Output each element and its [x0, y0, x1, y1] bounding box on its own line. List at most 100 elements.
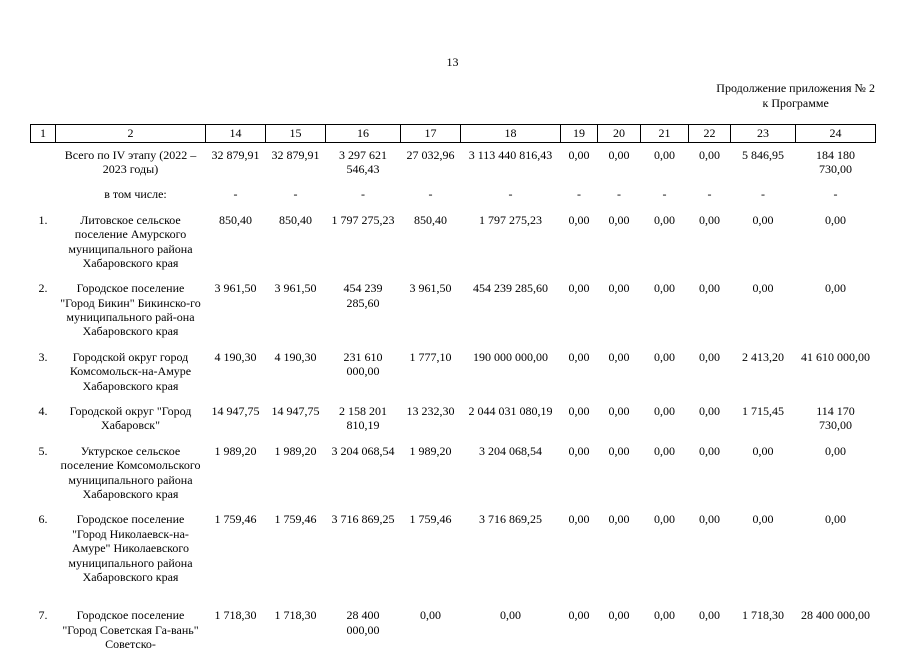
value-cell: 0,00: [568, 608, 590, 623]
value-cell: 0,00: [699, 147, 720, 162]
value-cell: 0,00: [752, 443, 774, 458]
value-cell: -: [761, 187, 765, 202]
value-cell: 1 718,30: [742, 608, 784, 623]
value-cell: 2 413,20: [742, 349, 784, 364]
row-number-cell: 7.: [38, 608, 48, 623]
value-cell: 0,00: [752, 281, 774, 296]
value-cell: 28 400 000,00: [346, 608, 380, 637]
table-row: Всего по IV этапу (2022 – 2023 годы) 32 8…: [31, 142, 876, 182]
value-cell: 0,00: [608, 147, 630, 162]
value-cell: 3 113 440 816,43: [468, 147, 553, 162]
municipality-name-cell: Городское поселение "Город Советская Га-…: [62, 608, 199, 652]
value-cell: 14 947,75: [271, 404, 320, 419]
value-cell: 3 961,50: [409, 281, 452, 296]
value-cell: 1 989,20: [214, 443, 257, 458]
table-row: 1. Литовское сельское поселение Амурского…: [31, 208, 876, 277]
appendix-table: 1 2 14 15 16 17 18 19 20 21 22 23 24 Всего по IV этап…: [30, 124, 876, 657]
value-cell: 231 610 000,00: [343, 349, 383, 379]
table-row: 6. Городское поселение "Город Николаевск-…: [31, 507, 876, 590]
row-number-cell: 2.: [38, 281, 48, 296]
column-header: 23: [730, 124, 796, 143]
value-cell: 184 180 730,00: [816, 147, 855, 176]
value-cell: 41 610 000,00: [801, 349, 870, 364]
value-cell: 13 232,30: [406, 404, 455, 419]
value-cell: 850,40: [414, 212, 447, 227]
value-cell: 454 239 285,60: [343, 281, 383, 310]
value-cell: 2 044 031 080,19: [468, 404, 553, 419]
value-cell: 114 170 730,00: [816, 404, 855, 433]
value-cell: 0,00: [568, 281, 590, 296]
municipality-name-cell: Литовское сельское поселение Амурского м…: [68, 212, 193, 270]
value-cell: 0,00: [654, 512, 675, 527]
value-cell: 0,00: [568, 212, 590, 227]
value-cell: 32 879,91: [271, 147, 320, 162]
value-cell: -: [233, 187, 238, 202]
row-number-cell: 3.: [38, 349, 48, 364]
document-page: 13 Продолжение приложения № 2 к Программ…: [30, 55, 876, 651]
value-cell: 28 400 000,00: [801, 608, 870, 623]
value-cell: -: [662, 187, 667, 202]
value-cell: 1 715,45: [742, 404, 784, 419]
value-cell: 0,00: [568, 512, 590, 527]
value-cell: 27 032,96: [406, 147, 455, 162]
value-cell: -: [428, 187, 433, 202]
value-cell: 0,00: [608, 404, 630, 419]
value-cell: 1 759,46: [214, 512, 257, 527]
continuation-line-2: к Программе: [762, 95, 829, 110]
column-header: 24: [795, 124, 876, 143]
value-cell: 5 846,95: [742, 147, 784, 162]
municipality-name-cell: Городской округ "Город Хабаровск": [69, 404, 192, 433]
value-cell: 0,00: [568, 147, 590, 162]
table-row: 5. Уктурское сельское поселение Комсомоль…: [31, 439, 876, 508]
value-cell: 0,00: [608, 212, 630, 227]
row-number-cell: 4.: [38, 404, 48, 419]
table-header-row: 1 2 14 15 16 17 18 19 20 21 22 23 24: [30, 124, 876, 143]
value-cell: -: [577, 187, 581, 202]
value-cell: 0,00: [654, 349, 675, 364]
column-header: 2: [55, 124, 206, 143]
column-header: 19: [560, 124, 598, 143]
value-cell: 0,00: [654, 404, 675, 419]
value-cell: 0,00: [825, 212, 846, 227]
value-cell: 0,00: [752, 212, 774, 227]
row-number-cell: 1.: [38, 212, 48, 227]
value-cell: 0,00: [699, 212, 720, 227]
value-cell: 454 239 285,60: [473, 281, 548, 296]
municipality-name-cell: в том числе:: [104, 187, 167, 202]
value-cell: 3 961,50: [214, 281, 257, 296]
value-cell: 1 989,20: [274, 443, 317, 458]
table-row: 3. Городской округ город Комсомольск-на-А…: [31, 345, 876, 399]
value-cell: 4 190,30: [214, 349, 257, 364]
value-cell: 0,00: [825, 281, 846, 296]
value-cell: 0,00: [825, 512, 846, 527]
value-cell: 1 718,30: [214, 608, 257, 623]
value-cell: 3 204 068,54: [479, 443, 542, 458]
table-row: в том числе: - - - - - - - - - - -: [31, 182, 876, 207]
value-cell: 0,00: [699, 608, 720, 623]
municipality-name-cell: Всего по IV этапу (2022 – 2023 годы): [64, 147, 197, 176]
value-cell: 0,00: [752, 512, 774, 527]
column-header: 18: [460, 124, 561, 143]
value-cell: 0,00: [654, 443, 675, 458]
table-row: 7. Городское поселение "Город Советская Г…: [31, 590, 876, 657]
column-header: 1: [30, 124, 56, 143]
municipality-name-cell: Уктурское сельское поселение Комсомольск…: [60, 443, 201, 501]
table-body: Всего по IV этапу (2022 – 2023 годы) 32 8…: [31, 142, 876, 657]
value-cell: 0,00: [568, 349, 590, 364]
value-cell: -: [508, 187, 513, 202]
value-cell: -: [617, 187, 621, 202]
value-cell: 32 879,91: [211, 147, 260, 162]
value-cell: 0,00: [654, 212, 675, 227]
column-header: 21: [640, 124, 689, 143]
continuation-note: Продолжение приложения № 2 к Программе: [30, 81, 875, 110]
value-cell: 0,00: [608, 281, 630, 296]
value-cell: 14 947,75: [211, 404, 260, 419]
value-cell: 2 158 201 810,19: [339, 404, 387, 433]
municipality-name-cell: Городское поселение "Город Бикин" Бикинс…: [60, 281, 201, 339]
value-cell: -: [293, 187, 298, 202]
value-cell: 1 759,46: [274, 512, 317, 527]
value-cell: 3 204 068,54: [331, 443, 395, 458]
row-number-cell: [31, 182, 56, 207]
value-cell: 1 718,30: [274, 608, 317, 623]
table-row: 2. Городское поселение "Город Бикин" Бики…: [31, 276, 876, 345]
